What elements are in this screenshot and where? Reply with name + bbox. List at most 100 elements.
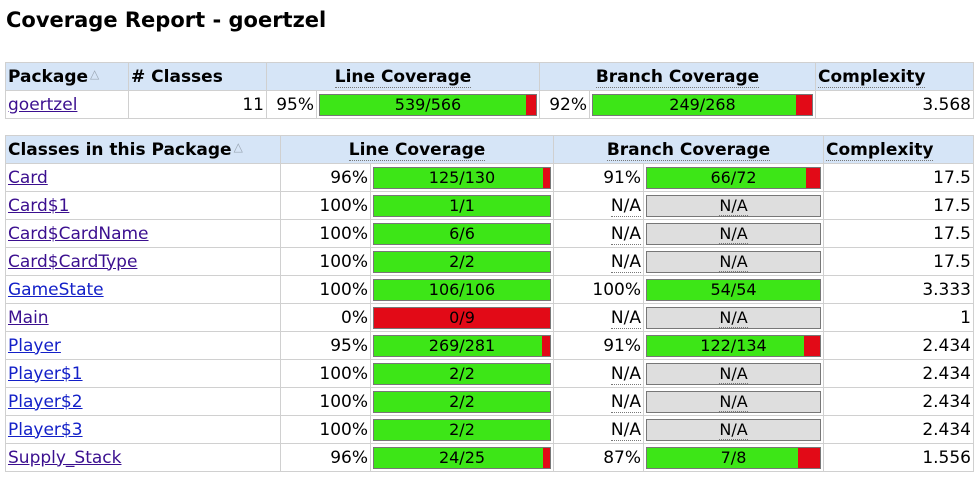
class-link[interactable]: Player <box>8 335 61 356</box>
class-name-cell: GameState <box>5 275 281 304</box>
not-applicable-text: N/A <box>719 251 748 272</box>
class-link[interactable]: Player$3 <box>8 419 83 440</box>
branch-coverage-bar: 66/72 <box>646 166 821 189</box>
class-link[interactable]: Card$CardName <box>8 223 149 244</box>
line-coverage-fill <box>374 195 550 216</box>
branch-coverage-count: N/A <box>647 391 820 412</box>
line-bar-cell: 2/2 <box>370 415 554 444</box>
complexity-column-header[interactable]: Complexity <box>815 62 974 91</box>
complexity-value: 1 <box>823 303 974 332</box>
branch-coverage-fill <box>647 447 799 468</box>
branch-coverage-bar: N/A <box>646 362 821 385</box>
line-coverage-bar: 24/25 <box>373 446 551 469</box>
sort-arrow-icon[interactable]: △ <box>233 139 243 154</box>
class-link[interactable]: Main <box>8 307 49 328</box>
line-coverage-header-label: Line Coverage <box>334 66 472 88</box>
line-coverage-bar: 2/2 <box>373 250 551 273</box>
branch-percent: N/A <box>553 191 644 220</box>
branch-percent: N/A <box>553 247 644 276</box>
class-link[interactable]: Card <box>8 167 48 188</box>
line-coverage-count: 1/1 <box>449 195 475 215</box>
line-coverage-fill <box>374 251 550 272</box>
branch-coverage-column-header[interactable]: Branch Coverage <box>539 62 816 91</box>
line-coverage-count: 6/6 <box>449 223 475 243</box>
branch-coverage-bar: N/A <box>646 222 821 245</box>
class-link[interactable]: GameState <box>8 279 104 300</box>
line-coverage-column-header[interactable]: Line Coverage <box>266 62 540 91</box>
complexity-value: 17.5 <box>823 247 974 276</box>
classes-count-column-header[interactable]: # Classes <box>128 62 267 91</box>
branch-coverage-fill <box>647 335 805 356</box>
line-bar-cell: 106/106 <box>370 275 554 304</box>
table-row: Player$3 100% 2/2 N/A N/A 2.434 <box>5 415 974 444</box>
class-link[interactable]: Card$1 <box>8 195 70 216</box>
table-row: Card$CardType 100% 2/2 N/A N/A 17.5 <box>5 247 974 276</box>
branch-coverage-fill <box>593 94 797 115</box>
not-applicable-text: N/A <box>719 307 748 328</box>
not-applicable-text: N/A <box>719 195 748 216</box>
branch-bar-cell: N/A <box>643 191 824 220</box>
line-percent: 100% <box>280 359 371 388</box>
package-column-header[interactable]: Package △ <box>5 62 129 91</box>
sort-arrow-icon[interactable]: △ <box>90 66 100 81</box>
branch-coverage-count: 7/8 <box>720 447 747 467</box>
package-summary-table: Package △ # Classes Line Coverage Branch … <box>5 62 974 119</box>
table-row: Player 95% 269/281 91% 122/134 2.434 <box>5 331 974 360</box>
line-coverage-fill <box>374 363 550 384</box>
branch-bar-cell: N/A <box>643 415 824 444</box>
package-link[interactable]: goertzel <box>8 94 78 115</box>
branch-coverage-count: N/A <box>647 251 820 272</box>
branch-percent: N/A <box>553 219 644 248</box>
line-bar-cell: 1/1 <box>370 191 554 220</box>
branch-coverage-column-header[interactable]: Branch Coverage <box>553 135 824 164</box>
not-applicable-text: N/A <box>610 307 641 329</box>
package-row: goertzel 11 95% 539/566 92% 249/268 3.56… <box>5 90 974 119</box>
branch-percent: N/A <box>553 387 644 416</box>
classes-table: Classes in this Package △ Line Coverage B… <box>5 135 974 472</box>
branch-percent: N/A <box>553 415 644 444</box>
class-link[interactable]: Supply_Stack <box>8 447 122 468</box>
line-coverage-fill <box>374 335 543 356</box>
complexity-header-label: Complexity <box>818 66 926 88</box>
not-applicable-text: N/A <box>719 223 748 244</box>
branch-coverage-bar: 122/134 <box>646 334 821 357</box>
branch-coverage-count: N/A <box>647 419 820 440</box>
branch-coverage-count: N/A <box>647 223 820 244</box>
table-row: Main 0% 0/9 N/A N/A 1 <box>5 303 974 332</box>
line-percent: 100% <box>280 415 371 444</box>
package-name-cell: goertzel <box>5 90 129 119</box>
complexity-header-label: Complexity <box>826 139 934 161</box>
class-name-cell: Player$1 <box>5 359 281 388</box>
not-applicable-text: N/A <box>610 195 641 217</box>
package-line-percent: 95% <box>266 90 317 119</box>
class-name-cell: Player$2 <box>5 387 281 416</box>
complexity-value: 17.5 <box>823 219 974 248</box>
complexity-value: 2.434 <box>823 415 974 444</box>
branch-coverage-fill <box>647 167 806 188</box>
complexity-column-header[interactable]: Complexity <box>823 135 974 164</box>
class-name-cell: Supply_Stack <box>5 443 281 472</box>
line-bar-cell: 0/9 <box>370 303 554 332</box>
branch-percent: N/A <box>553 303 644 332</box>
branch-bar-cell: 122/134 <box>643 331 824 360</box>
class-link[interactable]: Player$1 <box>8 363 83 384</box>
line-coverage-bar: 2/2 <box>373 390 551 413</box>
line-coverage-count: 2/2 <box>449 419 475 439</box>
line-percent: 100% <box>280 275 371 304</box>
line-percent: 100% <box>280 247 371 276</box>
line-coverage-column-header[interactable]: Line Coverage <box>280 135 554 164</box>
not-applicable-text: N/A <box>610 391 641 413</box>
branch-bar-cell: N/A <box>643 219 824 248</box>
classes-column-header[interactable]: Classes in this Package △ <box>5 135 281 164</box>
branch-bar-cell: 7/8 <box>643 443 824 472</box>
line-coverage-header-label: Line Coverage <box>348 139 486 161</box>
line-coverage-fill <box>374 167 544 188</box>
package-header-label: Package <box>8 66 89 87</box>
class-link[interactable]: Card$CardType <box>8 251 138 272</box>
class-link[interactable]: Player$2 <box>8 391 83 412</box>
not-applicable-text: N/A <box>610 251 641 273</box>
line-bar-cell: 269/281 <box>370 331 554 360</box>
branch-coverage-count: N/A <box>647 363 820 384</box>
line-coverage-count: 539/566 <box>394 94 462 114</box>
line-coverage-count: 269/281 <box>428 335 496 355</box>
